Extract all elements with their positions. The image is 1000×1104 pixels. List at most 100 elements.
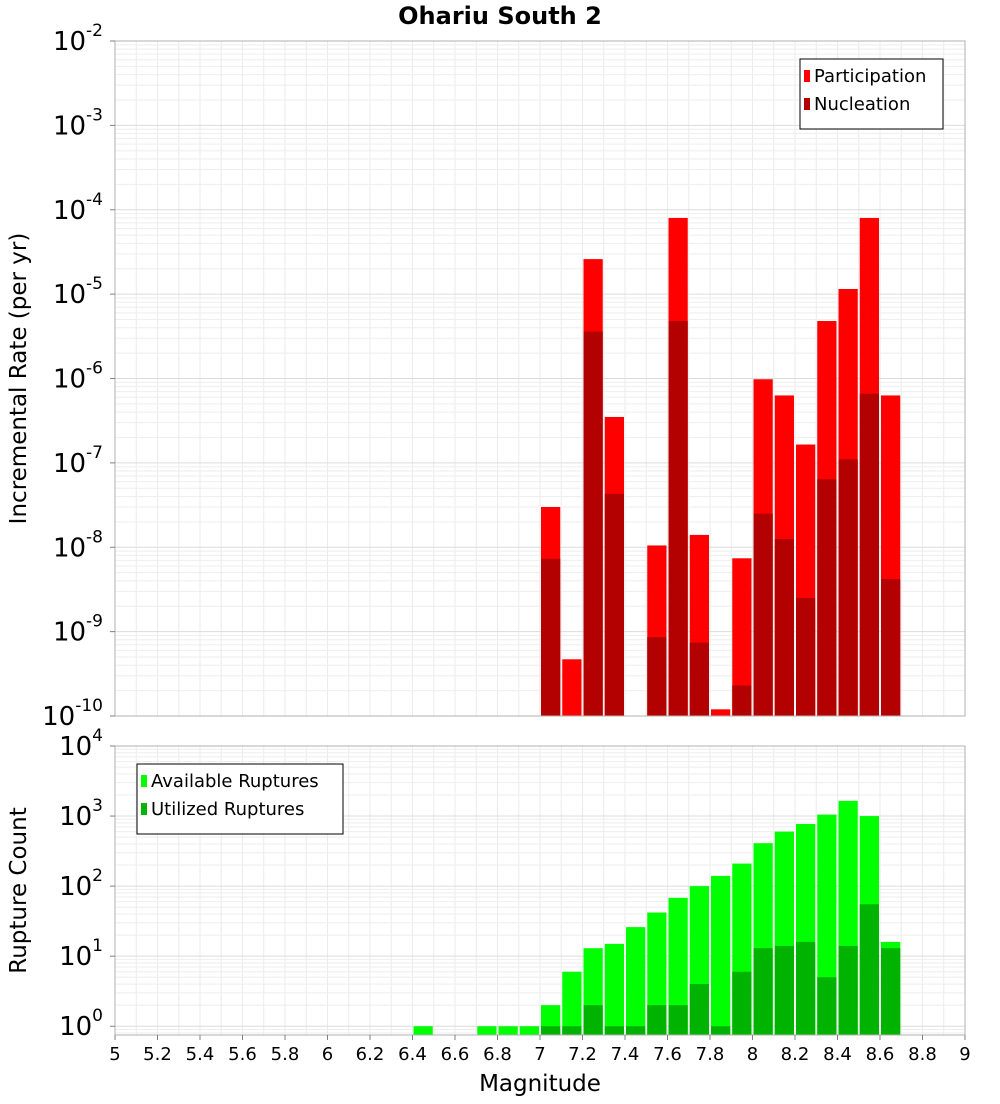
bar — [477, 1026, 497, 1035]
x-tick-label: 8.2 — [781, 1044, 810, 1065]
y-tick-exponent: 3 — [92, 796, 103, 816]
legend-swatch — [804, 70, 810, 82]
y-tick-label: 10-10 — [42, 696, 103, 732]
y-tick-base: 10 — [53, 533, 86, 563]
y-tick-exponent: -5 — [86, 274, 103, 294]
x-axis-label: Magnitude — [479, 1071, 601, 1097]
y-tick-exponent: -7 — [86, 443, 103, 463]
x-tick-label: 7 — [534, 1044, 545, 1065]
y-tick-base: 10 — [53, 365, 86, 395]
legend-label: Available Ruptures — [151, 771, 319, 792]
y-tick-exponent: 1 — [92, 936, 103, 956]
y-tick-base: 10 — [53, 618, 86, 648]
bar — [647, 912, 667, 1035]
y-tick-base: 10 — [59, 732, 92, 762]
legend-0: Participation Nucleation — [799, 58, 944, 130]
y-axis-label: Incremental Rate (per yr) — [6, 233, 32, 525]
x-tick-label: 5.8 — [271, 1044, 300, 1065]
bar — [796, 941, 816, 1035]
y-tick-label: 100 — [59, 1006, 103, 1042]
x-tick-label: 5.6 — [228, 1044, 257, 1065]
y-tick-base: 10 — [59, 1012, 92, 1042]
y-tick-label: 101 — [59, 936, 103, 972]
bar — [817, 479, 837, 716]
y-tick-base: 10 — [59, 942, 92, 972]
bar — [519, 1026, 539, 1035]
x-tick-label: 8.4 — [823, 1044, 852, 1065]
bar — [541, 1026, 561, 1035]
y-tick-label: 10-9 — [53, 612, 103, 648]
bar — [774, 539, 794, 716]
series-utilized-ruptures — [541, 904, 901, 1035]
bar — [732, 685, 752, 716]
y-tick-base: 10 — [59, 872, 92, 902]
bar — [859, 393, 879, 716]
bar — [562, 659, 582, 716]
y-tick-exponent: -6 — [86, 359, 103, 379]
bar — [732, 558, 752, 716]
y-tick-label: 104 — [59, 726, 103, 762]
y-tick-exponent: 4 — [92, 726, 103, 746]
y-tick-base: 10 — [53, 27, 86, 57]
bar — [562, 971, 582, 1035]
bar — [689, 984, 709, 1035]
y-tick-label: 10-7 — [53, 443, 103, 479]
x-tick-label: 6 — [322, 1044, 333, 1065]
bar — [604, 493, 624, 716]
bar — [604, 1026, 624, 1035]
bar — [881, 579, 901, 716]
bar — [541, 558, 561, 716]
y-tick-exponent: -10 — [75, 696, 103, 716]
legend-label: Nucleation — [814, 94, 910, 115]
y-tick-exponent: 0 — [92, 1006, 103, 1026]
legend-swatch — [141, 775, 147, 787]
bar — [817, 977, 837, 1035]
bar — [668, 1005, 688, 1035]
y-tick-label: 10-3 — [53, 105, 103, 141]
bar — [859, 904, 879, 1035]
legend-swatch — [804, 98, 810, 110]
legend-label: Utilized Ruptures — [151, 799, 304, 820]
y-tick-exponent: -2 — [86, 21, 103, 41]
x-tick-label: 8.6 — [866, 1044, 895, 1065]
legend-1: Available Ruptures Utilized Ruptures — [136, 763, 344, 835]
y-tick-base: 10 — [53, 111, 86, 141]
x-tick-label: 6.2 — [356, 1044, 385, 1065]
series-nucleation — [541, 321, 901, 716]
bar — [838, 945, 858, 1035]
bar — [668, 897, 688, 1035]
bar — [626, 927, 646, 1035]
bar — [583, 1005, 603, 1035]
bar — [838, 459, 858, 716]
y-tick-exponent: -3 — [86, 105, 103, 125]
legend-box — [799, 58, 944, 130]
y-tick-base: 10 — [59, 802, 92, 832]
x-tick-label: 5.4 — [186, 1044, 215, 1065]
legend-swatch — [141, 803, 147, 815]
y-tick-label: 10-8 — [53, 527, 103, 563]
bar — [689, 642, 709, 716]
bar — [753, 513, 773, 716]
x-tick-label: 5.2 — [143, 1044, 172, 1065]
bar — [732, 971, 752, 1035]
bar — [562, 1026, 582, 1035]
grid-0 — [114, 41, 966, 717]
bar — [774, 945, 794, 1035]
y-tick-exponent: -4 — [86, 190, 103, 210]
y-tick-exponent: 2 — [92, 866, 103, 886]
bar — [711, 1026, 731, 1035]
bar — [583, 331, 603, 716]
bar — [753, 948, 773, 1035]
y-axis-label: Rupture Count — [6, 807, 32, 973]
x-tick-label: 7.6 — [653, 1044, 682, 1065]
bar — [711, 709, 731, 716]
bar — [413, 1026, 433, 1035]
y-tick-exponent: -9 — [86, 612, 103, 632]
x-tick-label: 6.6 — [441, 1044, 470, 1065]
x-tick-label: 8 — [747, 1044, 758, 1065]
legend-box — [136, 763, 344, 835]
x-tick-label: 9 — [959, 1044, 970, 1065]
x-tick-label: 8.8 — [908, 1044, 937, 1065]
